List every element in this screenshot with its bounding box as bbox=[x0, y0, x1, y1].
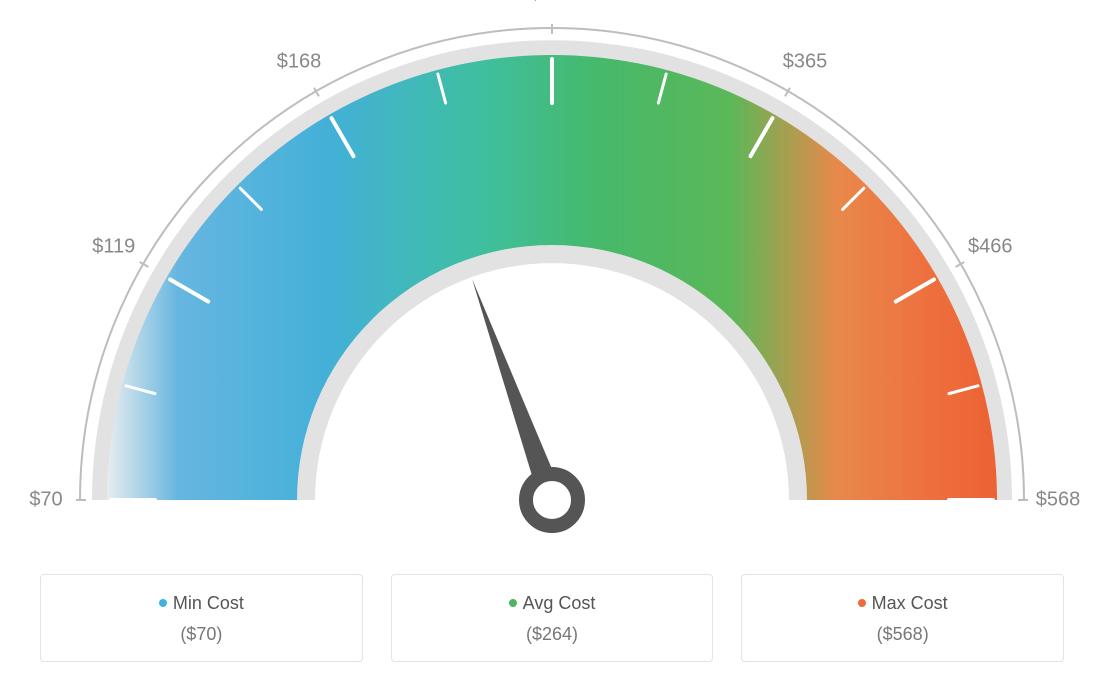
legend-avg-value: ($264) bbox=[402, 624, 703, 645]
legend-max-title: Max Cost bbox=[752, 593, 1053, 614]
legend-max-value: ($568) bbox=[752, 624, 1053, 645]
dot-icon bbox=[858, 599, 866, 607]
gauge-tick-label: $568 bbox=[1036, 489, 1081, 512]
legend-min-label: Min Cost bbox=[173, 593, 244, 613]
gauge-svg bbox=[0, 0, 1104, 560]
legend-max-label: Max Cost bbox=[872, 593, 948, 613]
legend-min-title: Min Cost bbox=[51, 593, 352, 614]
gauge-tick-label: $119 bbox=[92, 236, 135, 259]
legend-avg-title: Avg Cost bbox=[402, 593, 703, 614]
gauge-tick-label: $168 bbox=[277, 50, 322, 73]
gauge-tick-label: $264 bbox=[530, 0, 575, 6]
gauge-tick-label: $466 bbox=[968, 236, 1013, 259]
legend-card-avg: Avg Cost ($264) bbox=[391, 574, 714, 662]
legend-card-min: Min Cost ($70) bbox=[40, 574, 363, 662]
gauge-tick-label: $70 bbox=[29, 489, 62, 512]
dot-icon bbox=[159, 599, 167, 607]
cost-gauge: $70 $119 $168 $264 $365 $466 $568 bbox=[0, 0, 1104, 560]
dot-icon bbox=[509, 599, 517, 607]
legend-avg-label: Avg Cost bbox=[523, 593, 596, 613]
legend-min-value: ($70) bbox=[51, 624, 352, 645]
gauge-tick-label: $365 bbox=[783, 50, 828, 73]
legend-card-max: Max Cost ($568) bbox=[741, 574, 1064, 662]
legend-row: Min Cost ($70) Avg Cost ($264) Max Cost … bbox=[40, 574, 1064, 662]
